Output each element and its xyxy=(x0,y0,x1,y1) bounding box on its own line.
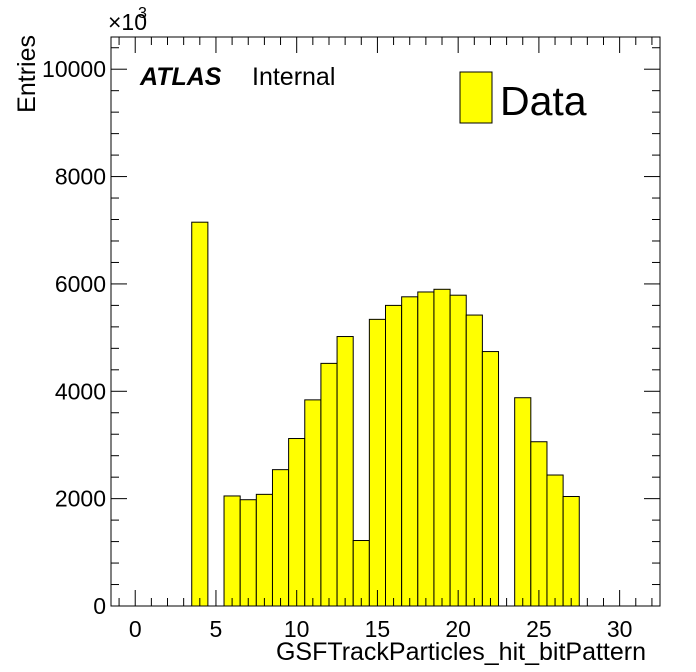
y-tick-label: 4000 xyxy=(55,378,106,404)
histogram-bar xyxy=(352,540,370,607)
histogram-bar xyxy=(368,318,386,607)
y-tick-label: 10000 xyxy=(42,56,106,82)
histogram-bars xyxy=(191,221,580,607)
y-tick-label: 6000 xyxy=(55,271,106,297)
legend-label-data: Data xyxy=(500,78,587,124)
histogram-bar xyxy=(336,336,354,607)
histogram-bar xyxy=(271,469,290,607)
axis-ticks xyxy=(111,37,660,607)
x-tick-label: 30 xyxy=(607,616,633,642)
y-tick-label: 8000 xyxy=(55,164,106,190)
histogram-bar xyxy=(385,304,403,607)
x-axis-title: GSFTrackParticles_hit_bitPattern xyxy=(276,638,646,666)
y-axis-title: Entries xyxy=(13,35,41,113)
x-tick-label: 25 xyxy=(526,616,552,642)
histogram-bar xyxy=(481,351,500,607)
histogram-bar xyxy=(562,495,580,607)
histogram-bar xyxy=(514,397,532,607)
y-tick-label: 2000 xyxy=(55,486,106,512)
histogram-bar xyxy=(239,499,257,607)
histogram-bar xyxy=(223,495,241,607)
internal-label: Internal xyxy=(252,63,335,91)
y-tick-label: 0 xyxy=(93,593,106,619)
histogram-bar xyxy=(401,296,419,607)
x-tick-label: 5 xyxy=(210,616,223,642)
histogram-bar xyxy=(288,438,306,607)
y-multiplier-base: ×10 xyxy=(108,9,147,35)
x-tick-label: 0 xyxy=(129,616,142,642)
x-tick-label: 20 xyxy=(445,616,471,642)
histogram-bar xyxy=(304,399,322,607)
histogram-bar xyxy=(465,314,483,607)
histogram-bar xyxy=(433,288,451,607)
x-tick-label: 10 xyxy=(284,616,310,642)
y-axis-multiplier: ×10 3 xyxy=(108,5,147,35)
histogram-bar xyxy=(320,362,338,607)
histogram-bar xyxy=(546,474,564,607)
histogram-bar xyxy=(449,294,467,607)
histogram-bar xyxy=(255,493,273,607)
legend-swatch-data xyxy=(459,71,493,124)
axis-tick-labels: 0 5 10 15 20 25 30 0 2000 4000 6000 8000 10000 xyxy=(42,56,632,642)
histogram-bar xyxy=(191,221,209,607)
x-tick-label: 15 xyxy=(365,616,391,642)
histogram-bar xyxy=(417,291,435,607)
y-multiplier-exponent: 3 xyxy=(138,5,147,22)
legend: Data xyxy=(459,71,587,124)
atlas-label: ATLAS xyxy=(139,63,222,91)
plot-frame xyxy=(110,36,661,607)
histogram-bar xyxy=(530,441,548,607)
